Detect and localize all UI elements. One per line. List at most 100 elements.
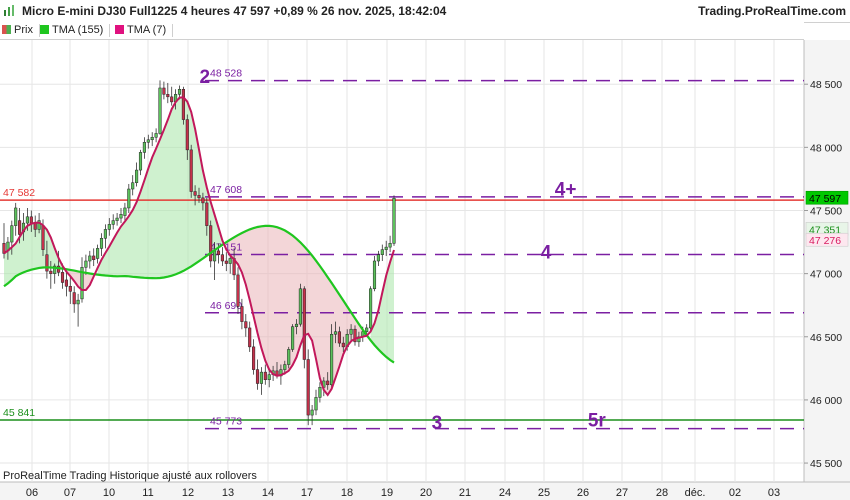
candle <box>376 254 380 262</box>
price-tag-label: 47 276 <box>809 235 841 247</box>
level-label: 47 582 <box>3 187 35 199</box>
x-tick-label: 19 <box>381 487 393 499</box>
x-tick-label: 07 <box>64 487 76 499</box>
candle <box>68 286 72 292</box>
x-tick-label: 02 <box>729 487 741 499</box>
legend-item-tma7[interactable]: TMA (7) <box>115 24 174 37</box>
x-tick-label: déc. <box>685 487 706 499</box>
candle <box>349 328 353 335</box>
bullish-fill-area <box>97 97 223 279</box>
y-tick-label: 48 500 <box>810 79 842 91</box>
candle <box>197 195 201 199</box>
candle <box>111 220 115 225</box>
candle <box>380 249 384 255</box>
candle <box>115 217 119 221</box>
candle <box>252 346 256 370</box>
candle <box>209 225 213 262</box>
x-tick-label: 26 <box>577 487 589 499</box>
candle <box>302 288 306 360</box>
candle <box>123 207 127 216</box>
candle <box>314 397 318 411</box>
candle <box>14 207 18 226</box>
chart-title: Micro E-mini DJ30 Full1225 4 heures 47 5… <box>22 4 447 18</box>
candle <box>341 342 345 348</box>
square-icon <box>40 25 49 34</box>
wave-label: 4 <box>541 242 552 263</box>
legend-label: TMA (7) <box>127 24 167 36</box>
candle <box>224 260 228 264</box>
candle <box>84 260 88 268</box>
candle <box>181 89 185 120</box>
legend-item-prix[interactable]: Prix <box>2 24 40 37</box>
bullish-fill-area <box>370 249 394 363</box>
candle <box>166 94 170 98</box>
candle <box>72 292 76 305</box>
candle <box>170 96 174 103</box>
x-tick-label: 21 <box>459 487 471 499</box>
y-tick-label: 47 500 <box>810 205 842 217</box>
candle <box>99 238 104 249</box>
candle <box>201 197 205 204</box>
candle <box>88 255 92 262</box>
candle <box>353 328 357 343</box>
candle <box>287 349 291 365</box>
x-tick-label: 13 <box>222 487 234 499</box>
candle <box>205 202 209 226</box>
candle <box>18 220 22 235</box>
x-tick-label: 03 <box>768 487 780 499</box>
candle <box>131 182 135 190</box>
candle <box>135 169 139 183</box>
legend-item-tma155[interactable]: TMA (155) <box>40 24 111 37</box>
candle <box>29 216 33 224</box>
candle <box>294 323 299 327</box>
level-label: 45 841 <box>3 407 35 419</box>
candle <box>228 258 232 264</box>
x-tick-label: 24 <box>499 487 511 499</box>
candle <box>92 255 96 260</box>
price-tag-label: 47 597 <box>809 193 841 205</box>
candle <box>103 229 107 239</box>
candle <box>259 371 263 384</box>
dashed-level-label: 47 608 <box>210 184 242 196</box>
candle <box>45 254 49 272</box>
x-tick-label: 06 <box>26 487 38 499</box>
y-tick-label: 45 500 <box>810 458 842 470</box>
dashed-level-label: 46 690 <box>210 300 242 312</box>
candle <box>236 274 240 307</box>
candle <box>298 288 302 325</box>
candle <box>138 152 143 171</box>
candle <box>177 89 182 95</box>
tma7-line <box>3 96 395 397</box>
candle <box>33 222 37 230</box>
candle <box>216 250 221 255</box>
candle <box>80 267 84 300</box>
candle <box>372 260 377 290</box>
candle <box>2 243 6 254</box>
y-tick-label: 46 000 <box>810 395 842 407</box>
candle <box>337 331 341 344</box>
x-tick-label: 11 <box>142 487 153 499</box>
candle <box>96 248 100 259</box>
y-tick-label: 46 500 <box>810 332 842 344</box>
candle <box>127 188 131 209</box>
prorealtime-logo-icon <box>4 5 14 16</box>
dashed-level-label: 45 773 <box>210 416 242 428</box>
x-tick-label: 20 <box>420 487 432 499</box>
bullish-fill-area <box>4 222 63 287</box>
candle <box>107 224 111 230</box>
candle <box>146 139 150 143</box>
candle <box>365 327 369 332</box>
candle <box>189 149 193 192</box>
x-tick-label: 12 <box>182 487 194 499</box>
candle <box>306 359 310 416</box>
wave-label: 3 <box>432 413 443 434</box>
x-tick-label: 17 <box>301 487 313 499</box>
candle <box>310 409 314 416</box>
candle <box>267 374 271 380</box>
legend-label: Prix <box>14 24 33 36</box>
candle <box>392 197 396 244</box>
candle <box>162 87 166 95</box>
candle <box>10 225 14 243</box>
x-tick-label: 18 <box>341 487 353 499</box>
